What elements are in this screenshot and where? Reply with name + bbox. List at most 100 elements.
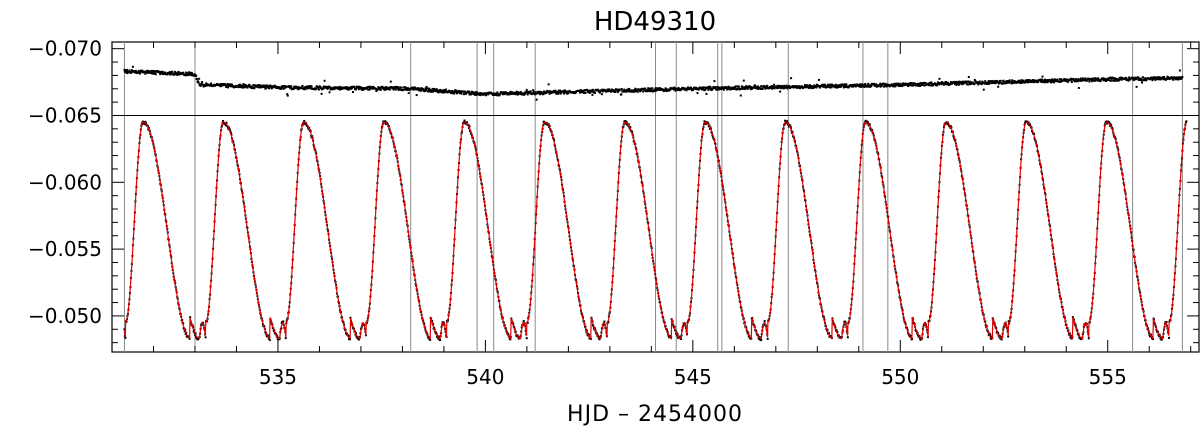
residual-point (163, 71, 166, 74)
residual-point (241, 86, 244, 89)
data-point (282, 320, 285, 323)
residual-point (501, 91, 504, 94)
data-point (467, 123, 470, 126)
residual-point (909, 83, 912, 86)
residual-point (1017, 81, 1020, 84)
residual-point (864, 82, 867, 85)
residual-point (649, 87, 652, 90)
residual-point (1140, 79, 1143, 82)
residual-point (708, 87, 711, 90)
residual-point (230, 83, 233, 86)
residual-point (1011, 80, 1014, 83)
residual-point (538, 90, 541, 93)
residual-point (852, 85, 855, 88)
residual-point (957, 81, 960, 84)
residual-point (692, 88, 695, 91)
residual-point (807, 85, 810, 88)
residual-point (1050, 78, 1053, 81)
residual-point (1041, 78, 1044, 81)
residual-point (158, 70, 161, 73)
data-point (998, 334, 1001, 337)
residual-point (397, 86, 400, 89)
residual-point (757, 88, 760, 91)
residual-point (616, 89, 619, 92)
residual-point (346, 86, 349, 89)
data-point (1069, 336, 1072, 339)
residual-point (760, 85, 763, 88)
y-tick-label-4: −0.050 (28, 304, 102, 328)
residual-point (1074, 78, 1077, 81)
residual-point (1035, 79, 1038, 82)
fit-curve (123, 121, 1188, 340)
residual-point (327, 86, 330, 89)
residual-point (471, 90, 474, 93)
residual-point (973, 78, 976, 81)
residual-point (318, 88, 321, 91)
data-point (919, 338, 922, 341)
residual-point (620, 88, 623, 91)
residual-point (177, 70, 180, 73)
residual-point (1162, 75, 1165, 78)
residual-point (354, 88, 357, 91)
residual-point (292, 87, 295, 90)
residual-point (1156, 76, 1159, 79)
residual-point (1108, 79, 1111, 82)
residual-point (171, 70, 174, 73)
residual-point (441, 89, 444, 92)
residual-point (1027, 81, 1030, 84)
residual-point (1175, 76, 1178, 79)
residual-point (191, 72, 194, 75)
residual-points (123, 65, 1184, 101)
residual-point (426, 87, 429, 90)
residual-point (151, 72, 154, 75)
residual-point (718, 88, 721, 91)
residual-point (296, 86, 299, 89)
data-point (1000, 338, 1003, 341)
residual-point (853, 83, 856, 86)
residual-point (244, 84, 247, 87)
residual-point (264, 87, 267, 90)
residual-point (1012, 82, 1015, 85)
residual-point (1145, 78, 1148, 81)
data-point (675, 332, 678, 335)
data-point (384, 120, 387, 123)
residual-point (733, 87, 736, 90)
residual-point (704, 86, 707, 89)
residual-point (843, 83, 846, 86)
data-point (438, 335, 441, 338)
residual-point (201, 80, 204, 83)
residual-point (1150, 76, 1153, 79)
residual-point (515, 90, 518, 93)
residual-point (880, 83, 883, 86)
residual-point (966, 83, 969, 86)
residual-point (937, 82, 940, 85)
residual-point (197, 81, 200, 84)
residual-point (587, 91, 590, 94)
residual-point (1020, 79, 1023, 82)
residual-point (368, 88, 371, 91)
residual-point (586, 89, 589, 92)
residual-point (159, 73, 162, 76)
residual-point (635, 88, 638, 91)
residual-point (141, 70, 144, 73)
data-point (789, 125, 792, 128)
residual-point (997, 85, 1000, 88)
residual-point (968, 83, 971, 86)
residual-point (737, 85, 740, 88)
residual-point (1142, 76, 1145, 79)
x-tick-label-0: 535 (259, 365, 297, 389)
data-point (1068, 332, 1071, 335)
residual-point (1001, 82, 1004, 85)
residual-point (548, 92, 551, 95)
residual-point (176, 73, 179, 76)
data-point (786, 120, 789, 123)
residual-point (1051, 80, 1054, 83)
residual-point (502, 93, 505, 96)
residual-point (371, 87, 374, 90)
residual-point (131, 65, 134, 68)
residual-point (326, 87, 329, 90)
residual-point (1141, 81, 1144, 84)
residual-point (967, 76, 970, 79)
residual-point (891, 83, 894, 86)
data-point (1027, 122, 1030, 125)
